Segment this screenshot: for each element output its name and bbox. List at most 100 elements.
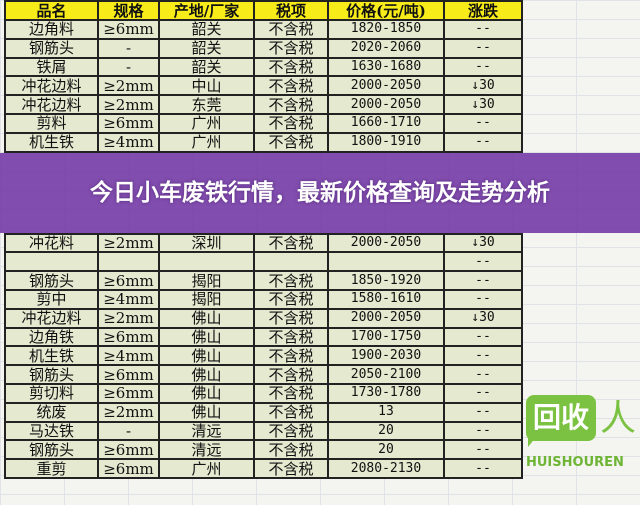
origin-cell: 佛山: [158, 326, 255, 348]
table-row: 冲花边料 ≥2mm 佛山 不含税 2000-2050 ↓30: [4, 307, 523, 329]
change-cell: --: [443, 19, 523, 40]
spec-cell: ≥6mm: [97, 19, 160, 40]
name-cell: 机生铁: [4, 131, 99, 153]
table-row: 重剪 ≥6mm 广州 不含税 2080-2130 --: [4, 458, 523, 479]
tax-cell: 不含税: [253, 307, 329, 329]
logo-subtext: HUISHOUREN: [526, 455, 624, 470]
column-header: 价格(元/吨): [327, 0, 445, 21]
spec-cell: -: [97, 56, 160, 78]
origin-cell: 深圳: [158, 232, 255, 254]
change-cell: --: [443, 401, 523, 423]
spec-cell: ≥2mm: [97, 401, 160, 423]
origin-cell: 东莞: [158, 94, 255, 115]
table-header-row: 品名 规格 产地/厂家 税项 价格(元/吨) 涨跌: [4, 0, 523, 21]
price-cell: 20: [327, 420, 445, 442]
price-cell: 2020-2060: [327, 37, 445, 59]
change-cell: --: [443, 131, 523, 153]
price-cell: 2000-2050: [327, 307, 445, 329]
origin-cell: [158, 251, 255, 273]
spec-cell: ≥4mm: [97, 345, 160, 367]
origin-cell: 中山: [158, 75, 255, 97]
spec-cell: -: [97, 420, 160, 442]
price-table-top-section: 品名 规格 产地/厂家 税项 价格(元/吨) 涨跌 边角料 ≥6mm 韶关 不含税 1820-18…: [0, 0, 523, 153]
change-cell: --: [443, 364, 523, 385]
article-title: 今日小车废铁行情，最新价格查询及走势分析: [90, 179, 550, 206]
spec-cell: ≥6mm: [97, 326, 160, 348]
price-table-bottom-section: 冲花料 ≥2mm 深圳 不含税 2000-2050 ↓30 -- 钢筋头 ≥6mm 揭阳 不含税 18…: [0, 232, 523, 479]
name-cell: 马达铁: [4, 420, 99, 442]
spec-cell: ≥6mm: [97, 364, 160, 385]
origin-cell: 佛山: [158, 345, 255, 367]
table-row: 冲花边料 ≥2mm 东莞 不含税 2000-2050 ↓30: [4, 94, 523, 115]
change-cell: ↓30: [443, 94, 523, 115]
origin-cell: 佛山: [158, 401, 255, 423]
tax-cell: 不含税: [253, 19, 329, 40]
table-row: 铁屑 - 韶关 不含税 1630-1680 --: [4, 56, 523, 78]
tax-cell: 不含税: [253, 94, 329, 115]
column-header: 规格: [97, 0, 160, 21]
tax-cell: 不含税: [253, 131, 329, 153]
origin-cell: 韶关: [158, 56, 255, 78]
title-banner: 今日小车废铁行情，最新价格查询及走势分析: [0, 152, 640, 233]
spec-cell: ≥2mm: [97, 94, 160, 115]
price-cell: 1800-1910: [327, 131, 445, 153]
table-row: 剪切料 ≥6mm 佛山 不含税 1730-1780 --: [4, 382, 523, 404]
spec-cell: ≥6mm: [97, 270, 160, 291]
change-cell: --: [443, 37, 523, 59]
spec-cell: ≥4mm: [97, 288, 160, 310]
table-row: 马达铁 - 清远 不含税 20 --: [4, 420, 523, 442]
change-cell: ↓30: [443, 232, 523, 254]
name-cell: 剪料: [4, 112, 99, 134]
logo-person-glyph: 人: [600, 398, 637, 439]
origin-cell: 广州: [158, 458, 255, 479]
name-cell: 重剪: [4, 458, 99, 479]
price-cell: 2000-2050: [327, 232, 445, 254]
table-row: 边角料 ≥6mm 韶关 不含税 1820-1850 --: [4, 19, 523, 40]
name-cell: 冲花边料: [4, 94, 99, 115]
tax-cell: 不含税: [253, 56, 329, 78]
origin-cell: 佛山: [158, 307, 255, 329]
change-cell: --: [443, 270, 523, 291]
price-cell: 2080-2130: [327, 458, 445, 479]
price-cell: 1700-1750: [327, 326, 445, 348]
change-cell: ↓30: [443, 75, 523, 97]
price-table-continued: 冲花料 ≥2mm 深圳 不含税 2000-2050 ↓30 -- 钢筋头 ≥6mm 揭阳 不含税 18…: [4, 232, 523, 479]
spec-cell: -: [97, 37, 160, 59]
change-cell: --: [443, 420, 523, 442]
table-row: 剪料 ≥6mm 广州 不含税 1660-1710 --: [4, 112, 523, 134]
table-row: 统废 ≥2mm 佛山 不含税 13 --: [4, 401, 523, 423]
table-row: 机生铁 ≥4mm 广州 不含税 1800-1910 --: [4, 131, 523, 153]
origin-cell: 广州: [158, 131, 255, 153]
name-cell: 冲花料: [4, 232, 99, 254]
spec-cell: ≥6mm: [97, 112, 160, 134]
tax-cell: 不含税: [253, 232, 329, 254]
tax-cell: 不含税: [253, 112, 329, 134]
column-header: 产地/厂家: [158, 0, 255, 21]
origin-cell: 韶关: [158, 19, 255, 40]
change-cell: --: [443, 288, 523, 310]
change-cell: --: [443, 56, 523, 78]
logo-badge: 回收: [526, 395, 596, 441]
name-cell: 机生铁: [4, 345, 99, 367]
price-cell: 1580-1610: [327, 288, 445, 310]
name-cell: 剪中: [4, 288, 99, 310]
origin-cell: 揭阳: [158, 270, 255, 291]
price-cell: 1660-1710: [327, 112, 445, 134]
column-header: 品名: [4, 0, 99, 21]
change-cell: --: [443, 326, 523, 348]
price-cell: 1820-1850: [327, 19, 445, 40]
price-cell: 13: [327, 401, 445, 423]
price-cell: 1630-1680: [327, 56, 445, 78]
table-row: 冲花边料 ≥2mm 中山 不含税 2000-2050 ↓30: [4, 75, 523, 97]
spec-cell: ≥2mm: [97, 75, 160, 97]
column-header: 税项: [253, 0, 329, 21]
table-row: 冲花料 ≥2mm 深圳 不含税 2000-2050 ↓30: [4, 232, 523, 254]
watermark-logo: 回收 人 HUISHOUREN: [526, 395, 638, 505]
spec-cell: ≥6mm: [97, 458, 160, 479]
price-cell: 1900-2030: [327, 345, 445, 367]
price-cell: 2050-2100: [327, 364, 445, 385]
price-cell: 2000-2050: [327, 75, 445, 97]
spec-cell: ≥4mm: [97, 131, 160, 153]
change-cell: --: [443, 382, 523, 404]
price-table: 品名 规格 产地/厂家 税项 价格(元/吨) 涨跌 边角料 ≥6mm 韶关 不含税 1820-18…: [4, 0, 523, 153]
